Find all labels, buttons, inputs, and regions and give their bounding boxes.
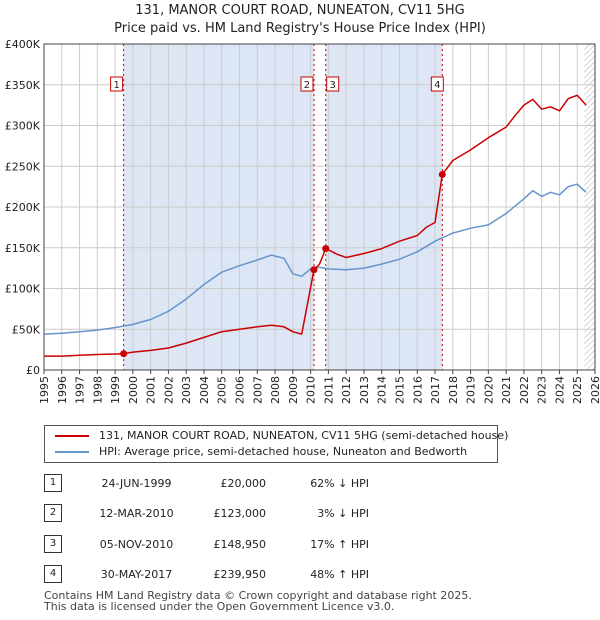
event-badge: 3 bbox=[326, 76, 340, 92]
transaction-number: 3 bbox=[44, 535, 62, 553]
sale-point bbox=[322, 245, 330, 253]
gridlines bbox=[43, 43, 596, 371]
legend-label-property: 131, MANOR COURT ROAD, NUNEATON, CV11 5H… bbox=[99, 429, 509, 442]
legend-label-hpi: HPI: Average price, semi-detached house,… bbox=[99, 445, 468, 458]
y-tick-label: £150K bbox=[5, 242, 41, 255]
y-tick-label: £200K bbox=[5, 201, 41, 214]
x-tick-label: 2006 bbox=[234, 376, 247, 404]
y-tick-label: £0 bbox=[26, 364, 40, 377]
event-badge-box bbox=[300, 76, 314, 92]
x-tick-label: 2024 bbox=[553, 376, 566, 404]
event-badge-box bbox=[430, 76, 444, 92]
event-lines bbox=[123, 44, 443, 370]
x-tick-label: 2023 bbox=[536, 376, 549, 404]
transaction-number: 1 bbox=[44, 474, 62, 492]
x-tick-label: 2008 bbox=[269, 376, 282, 404]
y-tick-label: £400K bbox=[5, 38, 41, 51]
sale-point bbox=[120, 350, 128, 358]
chart-title-block: 131, MANOR COURT ROAD, NUNEATON, CV11 5H… bbox=[0, 2, 600, 38]
x-tick-label: 1998 bbox=[91, 376, 104, 404]
y-tick-label: £300K bbox=[5, 120, 41, 133]
x-tick-label: 2022 bbox=[518, 376, 531, 404]
x-tick-label: 1995 bbox=[38, 376, 51, 404]
price-chart: 1 2 3 4 £0 £50K £100K £150K £200K £250K £300K £350… bbox=[5, 38, 600, 404]
x-tick-label: 2014 bbox=[376, 376, 389, 404]
x-tick-label: 1997 bbox=[74, 376, 87, 404]
event-badge-box bbox=[326, 76, 340, 92]
x-tick-label: 2017 bbox=[429, 376, 442, 404]
x-tick-label: 2009 bbox=[287, 376, 300, 404]
transaction-hpi-diff: 62% ↓ HPI bbox=[310, 477, 369, 490]
x-tick-label: 2021 bbox=[500, 376, 513, 404]
x-tick-label: 2025 bbox=[571, 376, 584, 404]
x-tick-label: 2026 bbox=[589, 376, 600, 404]
footer: Contains HM Land Registry data © Crown c… bbox=[44, 590, 472, 612]
x-tick-label: 2010 bbox=[305, 376, 318, 404]
transaction-number: 2 bbox=[44, 504, 62, 522]
y-tick-label: £50K bbox=[12, 323, 41, 336]
x-tick-label: 2012 bbox=[340, 376, 353, 404]
x-tick-label: 2015 bbox=[393, 376, 406, 404]
property-price-line bbox=[44, 94, 587, 357]
x-tick-label: 2007 bbox=[251, 376, 264, 404]
event-badge: 2 bbox=[300, 76, 314, 92]
x-tick-label: 2002 bbox=[162, 376, 175, 404]
transaction-hpi-diff: 17% ↑ HPI bbox=[310, 538, 369, 551]
transaction-price: £123,000 bbox=[213, 507, 267, 520]
x-tick-label: 2018 bbox=[447, 376, 460, 404]
transaction-date: 12-MAR-2010 bbox=[99, 507, 174, 520]
transaction-hpi-diff: 48% ↑ HPI bbox=[310, 568, 369, 581]
sale-markers bbox=[120, 170, 446, 358]
chart-subtitle: Price paid vs. HM Land Registry's House … bbox=[114, 21, 486, 36]
series-lines bbox=[44, 94, 587, 357]
x-tick-label: 2004 bbox=[198, 376, 211, 404]
x-tick-label: 2011 bbox=[322, 376, 335, 404]
x-tick-label: 2013 bbox=[358, 376, 371, 404]
event-badge-label: 2 bbox=[304, 80, 310, 91]
legend: 131, MANOR COURT ROAD, NUNEATON, CV11 5H… bbox=[44, 425, 508, 463]
x-tick-label: 2019 bbox=[465, 376, 478, 404]
sale-point bbox=[438, 170, 446, 178]
x-tick-label: 2020 bbox=[482, 376, 495, 404]
footer-copyright: Contains HM Land Registry data © Crown c… bbox=[44, 589, 472, 602]
y-axis: £0 £50K £100K £150K £200K £250K £300K £350K £400… bbox=[5, 38, 41, 377]
transaction-price: £148,950 bbox=[213, 538, 267, 551]
event-badge: 1 bbox=[110, 76, 124, 92]
x-tick-label: 2005 bbox=[216, 376, 229, 404]
x-tick-label: 1999 bbox=[109, 376, 122, 404]
event-badge-label: 3 bbox=[330, 80, 336, 91]
legend-swatch-hpi bbox=[55, 451, 89, 453]
transaction-number: 4 bbox=[44, 565, 62, 583]
x-tick-label: 2001 bbox=[145, 376, 158, 404]
event-badge: 4 bbox=[430, 76, 444, 92]
transaction-date: 05-NOV-2010 bbox=[99, 538, 174, 551]
x-tick-label: 2000 bbox=[127, 376, 140, 404]
y-tick-label: £100K bbox=[5, 283, 41, 296]
transaction-date: 30-MAY-2017 bbox=[100, 568, 173, 581]
hpi-line bbox=[44, 183, 587, 335]
plot-frame bbox=[43, 43, 596, 371]
y-tick-label: £350K bbox=[5, 79, 41, 92]
footer-licence: This data is licensed under the Open Gov… bbox=[44, 600, 395, 613]
legend-swatch-property bbox=[55, 435, 89, 437]
x-tick-label: 1996 bbox=[56, 376, 69, 404]
transaction-date: 24-JUN-1999 bbox=[101, 477, 172, 490]
y-tick-label: £250K bbox=[5, 160, 41, 173]
sale-point bbox=[310, 266, 318, 274]
transaction-hpi-diff: 3% ↓ HPI bbox=[317, 507, 369, 520]
transaction-price: £239,950 bbox=[213, 568, 267, 581]
chart-title: 131, MANOR COURT ROAD, NUNEATON, CV11 5H… bbox=[135, 3, 465, 18]
x-axis: 1995 1996 1997 1998 1999 2000 2001 2002 2003 2004… bbox=[38, 370, 600, 404]
x-tick-label: 2003 bbox=[180, 376, 193, 404]
event-badge-label: 1 bbox=[113, 80, 119, 91]
event-badges: 1 2 3 4 bbox=[110, 76, 444, 92]
transaction-price: £20,000 bbox=[220, 477, 267, 490]
x-tick-label: 2016 bbox=[411, 376, 424, 404]
event-badge-box bbox=[110, 76, 124, 92]
event-badge-label: 4 bbox=[434, 80, 440, 91]
